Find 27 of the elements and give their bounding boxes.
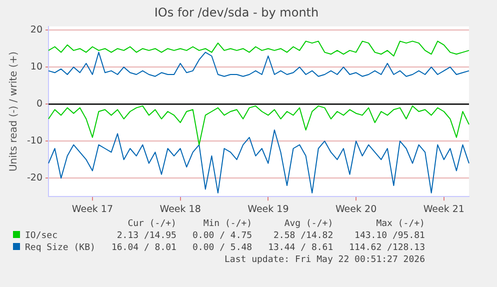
text: 143.10 /95.81 — [354, 230, 425, 242]
text: Cur (-/+) — [126, 218, 176, 230]
text: Last update: Fri May 22 00:51:27 2026 — [224, 254, 425, 266]
text: Avg (-/+) — [283, 218, 334, 230]
y-tick-label: 0 — [36, 98, 43, 110]
text: 13.44 / 8.61 — [267, 242, 334, 254]
text: Min (-/+) — [202, 218, 252, 230]
text: 16.04 / 8.01 — [110, 242, 176, 254]
y-tick-label: 20 — [30, 24, 43, 36]
y-axis-title: Units read (-) / write (+) — [8, 51, 20, 172]
text: 0.00 / 4.75 — [191, 230, 252, 242]
y-tick-label: -10 — [26, 136, 43, 147]
text: 2.13 /14.95 — [116, 230, 176, 242]
y-tick-label: 10 — [30, 62, 43, 73]
chart-title: IOs for /dev/sda - by month — [154, 5, 319, 20]
text: 114.62 /128.13 — [348, 242, 425, 254]
legend-label: Req Size (KB) — [24, 242, 96, 254]
x-tick-label: Week 20 — [335, 204, 377, 215]
text: Max (-/+) — [375, 218, 425, 230]
y-tick-label: -20 — [26, 172, 43, 184]
x-tick-label: Week 19 — [248, 204, 289, 215]
text: 2.58 /14.82 — [272, 230, 334, 242]
x-tick-label: Week 21 — [423, 204, 464, 215]
legend-label: IO/sec — [24, 230, 59, 242]
text: 0.00 / 5.48 — [191, 242, 252, 254]
x-tick-label: Week 18 — [160, 204, 201, 215]
x-tick-label: Week 17 — [72, 204, 114, 215]
